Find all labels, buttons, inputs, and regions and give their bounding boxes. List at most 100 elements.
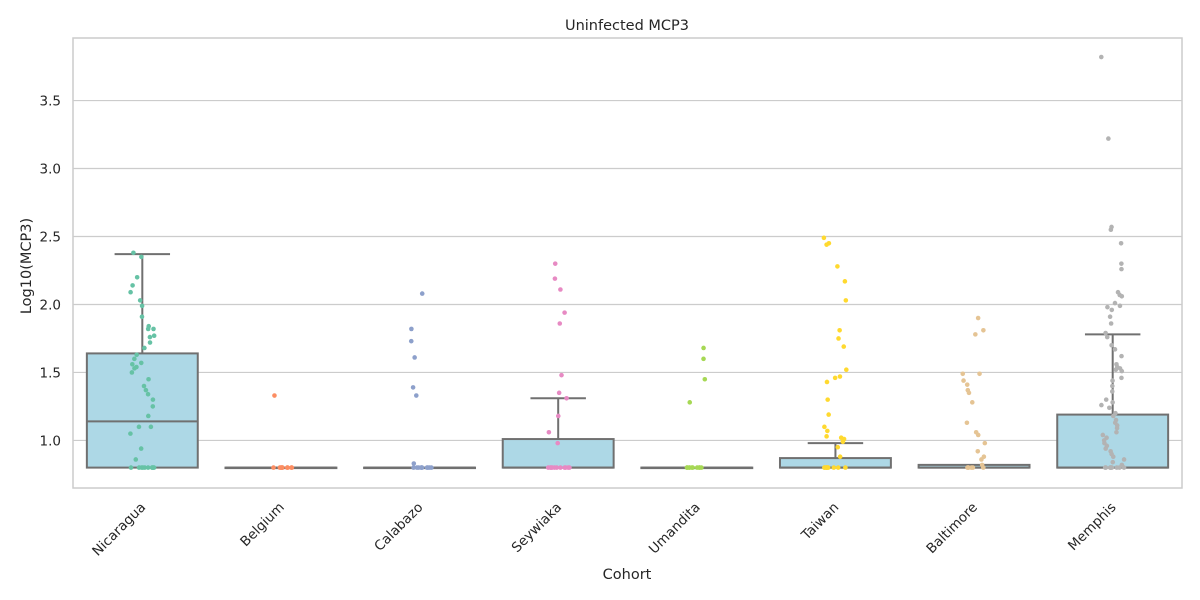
point-memphis xyxy=(1110,454,1116,460)
point-memphis xyxy=(1109,342,1114,348)
y-tick-label: 3.5 xyxy=(40,94,61,110)
point-calabazo xyxy=(425,465,431,470)
point-belgium xyxy=(289,465,294,470)
chart-title: Uninfected MCP3 xyxy=(565,18,689,34)
point-calabazo xyxy=(412,355,417,360)
gridlines xyxy=(73,99,1182,442)
point-umandita xyxy=(690,465,695,470)
point-seywiaka xyxy=(557,321,563,326)
point-taiwan xyxy=(824,465,830,470)
point-seywiaka xyxy=(565,465,571,470)
point-seywiaka xyxy=(564,395,569,401)
x-tick-label: Belgium xyxy=(237,500,287,550)
point-baltimore xyxy=(964,382,970,387)
point-taiwan xyxy=(844,367,849,373)
x-axis-label: Cohort xyxy=(603,567,652,583)
point-seywiaka xyxy=(558,465,563,470)
point-nicaragua xyxy=(134,274,140,280)
point-memphis xyxy=(1107,314,1113,320)
point-baltimore xyxy=(975,315,981,321)
point-taiwan xyxy=(843,298,849,303)
point-calabazo xyxy=(419,291,425,296)
y-tick-label: 1.5 xyxy=(40,365,61,381)
point-taiwan xyxy=(825,428,830,434)
point-taiwan xyxy=(836,336,841,341)
data-points xyxy=(128,54,1127,470)
point-calabazo xyxy=(416,465,421,470)
point-memphis xyxy=(1114,429,1119,435)
point-seywiaka xyxy=(546,429,552,435)
x-tick-label: Taiwan xyxy=(798,500,842,544)
point-memphis xyxy=(1112,300,1118,306)
point-nicaragua xyxy=(130,283,135,288)
point-memphis xyxy=(1108,465,1114,470)
point-nicaragua xyxy=(141,383,147,389)
point-nicaragua xyxy=(145,391,151,397)
point-memphis xyxy=(1103,446,1108,451)
point-memphis xyxy=(1105,304,1110,310)
point-taiwan xyxy=(824,379,830,385)
point-nicaragua xyxy=(128,465,134,470)
point-nicaragua xyxy=(147,334,153,340)
point-taiwan xyxy=(831,465,837,470)
point-nicaragua xyxy=(128,289,133,295)
point-nicaragua xyxy=(136,424,142,430)
point-nicaragua xyxy=(139,254,144,260)
point-baltimore xyxy=(965,465,971,470)
point-umandita xyxy=(701,345,706,351)
point-baltimore xyxy=(960,371,966,377)
point-nicaragua xyxy=(131,250,136,256)
x-tick-label: Baltimore xyxy=(923,500,980,557)
point-baltimore xyxy=(975,432,981,438)
point-nicaragua xyxy=(147,340,153,345)
point-memphis xyxy=(1119,375,1124,381)
point-memphis xyxy=(1106,136,1111,141)
point-belgium xyxy=(284,465,290,470)
point-nicaragua xyxy=(133,457,139,462)
point-nicaragua xyxy=(132,356,137,362)
point-seywiaka xyxy=(552,276,558,281)
point-seywiaka xyxy=(559,372,564,378)
point-memphis xyxy=(1103,330,1108,336)
point-memphis xyxy=(1110,383,1115,389)
x-tick-label: Calabazo xyxy=(371,500,426,555)
point-taiwan xyxy=(826,412,831,417)
point-memphis xyxy=(1110,378,1115,383)
point-nicaragua xyxy=(139,314,145,320)
point-taiwan xyxy=(832,375,838,381)
point-umandita xyxy=(697,465,702,470)
point-nicaragua xyxy=(146,413,151,419)
point-seywiaka xyxy=(558,287,563,292)
point-nicaragua xyxy=(143,387,149,393)
point-nicaragua xyxy=(140,465,146,470)
point-baltimore xyxy=(981,327,986,333)
box-seywiaka xyxy=(501,397,615,469)
point-seywiaka xyxy=(562,465,567,470)
point-taiwan xyxy=(837,327,842,333)
point-memphis xyxy=(1103,397,1109,402)
point-memphis xyxy=(1111,413,1116,419)
point-taiwan xyxy=(837,454,843,460)
point-baltimore xyxy=(973,332,978,337)
point-taiwan xyxy=(835,465,841,470)
point-taiwan xyxy=(841,344,847,349)
point-calabazo xyxy=(411,461,417,466)
point-nicaragua xyxy=(138,360,144,366)
x-tick-labels: Nicaragua Belgium Calabazo Seywiaka Umandita… xyxy=(89,500,1119,560)
y-tick-label: 3.0 xyxy=(40,162,61,178)
boxes xyxy=(85,253,1170,470)
point-memphis xyxy=(1119,261,1124,266)
point-calabazo xyxy=(413,393,419,398)
point-memphis xyxy=(1119,266,1124,272)
point-taiwan xyxy=(835,264,840,269)
point-calabazo xyxy=(411,465,416,470)
point-baltimore xyxy=(982,440,988,446)
point-memphis xyxy=(1119,353,1124,359)
point-nicaragua xyxy=(130,361,135,367)
point-nicaragua xyxy=(145,465,151,470)
point-calabazo xyxy=(408,338,414,344)
point-taiwan xyxy=(835,444,841,450)
point-seywiaka xyxy=(555,413,561,419)
point-taiwan xyxy=(837,374,843,379)
point-taiwan xyxy=(824,242,829,247)
